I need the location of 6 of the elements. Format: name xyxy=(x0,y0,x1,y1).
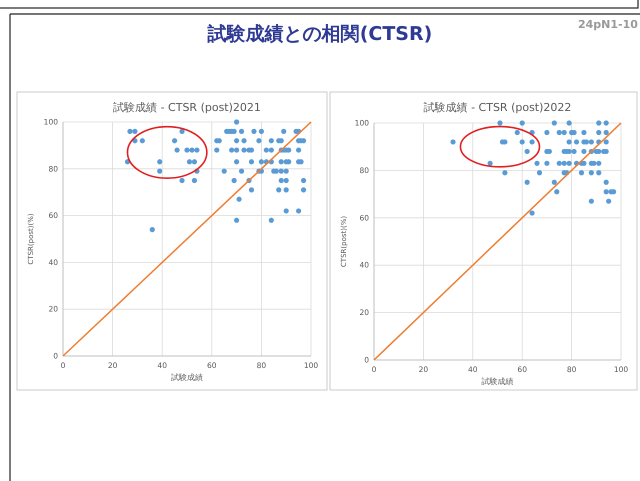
text: 24pN1-10 xyxy=(578,18,638,31)
text: 試験成績との相関(CTSR) xyxy=(206,23,432,45)
chart-title: 試験成績 - CTSR (post)2022 xyxy=(424,101,572,114)
x-axis-title: 試験成績 xyxy=(482,377,514,386)
chart-title: 試験成績 - CTSR (post)2021 xyxy=(113,101,261,114)
x-axis-title: 試験成績 xyxy=(171,373,203,382)
